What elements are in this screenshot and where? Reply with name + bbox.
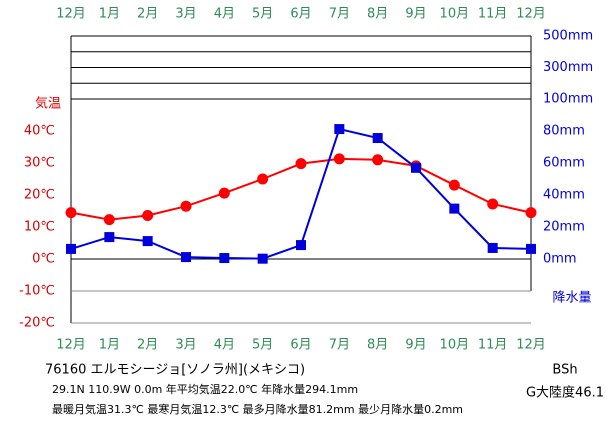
x-tick-label: 8月 (367, 7, 388, 22)
temp-marker (257, 173, 269, 185)
y-tick-label: 30℃ (24, 156, 55, 171)
y-tick-label: -10℃ (19, 284, 55, 299)
precip-marker (257, 253, 268, 264)
x-tick-label: 1月 (99, 338, 120, 353)
y-tick-label: 10℃ (24, 220, 55, 235)
precip-marker (142, 236, 153, 247)
x-tick-label: 3月 (175, 7, 196, 22)
precip-marker (219, 253, 230, 264)
info: 最暖月気温31.3℃ 最寒月気温12.3℃ 最多月降水量81.2mm 最少月降水… (52, 402, 463, 416)
precip-marker (181, 252, 191, 263)
station: 76160 エルモシージョ[ソノラ州](メキシコ) (45, 363, 305, 378)
precip-marker (487, 242, 498, 253)
precip-marker (372, 133, 383, 144)
temp-marker (487, 198, 499, 210)
y-tick-label: 0℃ (32, 252, 55, 267)
temp-marker (142, 209, 154, 221)
x-tick-label: 2月 (137, 7, 158, 22)
precip-marker (66, 243, 76, 254)
x-tick-label: 3月 (175, 338, 196, 353)
y2-tick-label: 300mm (543, 60, 593, 75)
y-axis-label: 気温 (35, 96, 61, 112)
x-tick-label: 4月 (214, 338, 235, 353)
temp-marker (333, 153, 345, 165)
x-tick-label: 2月 (137, 338, 158, 353)
x-tick-label: 6月 (290, 338, 311, 353)
temp-marker (372, 154, 384, 166)
x-tick-label: 12月 (56, 338, 86, 353)
y2-tick-label: 80mm (543, 124, 585, 139)
x-tick-label: 11月 (478, 338, 508, 353)
x-tick-label: 7月 (329, 7, 350, 22)
x-tick-label: 6月 (290, 7, 311, 22)
precip-marker (296, 240, 306, 251)
temp-marker (448, 179, 460, 191)
x-tick-label: 10月 (440, 7, 470, 22)
temp-marker (103, 214, 115, 226)
climate: BSh (552, 363, 577, 378)
x-tick-label: 12月 (516, 7, 546, 22)
y-tick-label: -20℃ (19, 316, 55, 331)
y2-tick-label: 0mm (543, 252, 577, 267)
y2-tick-label: 60mm (543, 156, 585, 171)
x-tick-label: 12月 (516, 338, 546, 353)
x-tick-label: 5月 (252, 7, 273, 22)
temp-marker (218, 187, 230, 199)
y-tick-label: 40℃ (24, 124, 55, 139)
x-tick-label: 9月 (405, 338, 426, 353)
precip-marker (104, 232, 115, 243)
y2-tick-label: 20mm (543, 220, 585, 235)
x-tick-label: 12月 (56, 7, 86, 22)
precip-marker (449, 203, 460, 214)
precip-marker (411, 162, 421, 173)
x-tick-label: 7月 (329, 338, 350, 353)
temp-marker (295, 158, 307, 170)
info: 29.1N 110.9W 0.0m 年平均気温22.0℃ 年降水量294.1mm (52, 382, 358, 396)
x-tick-label: 9月 (405, 7, 426, 22)
precip-marker (526, 243, 536, 254)
series-line (70, 127, 532, 260)
temp-marker (525, 207, 537, 219)
continentality: G大陸度46.1 (526, 385, 604, 401)
x-tick-label: 11月 (478, 7, 508, 22)
y2-axis-label: 降水量 (552, 291, 591, 306)
x-tick-label: 4月 (214, 7, 235, 22)
y2-tick-label: 40mm (543, 188, 585, 203)
x-tick-label: 8月 (367, 338, 388, 353)
y2-tick-label: 100mm (543, 92, 593, 107)
x-tick-label: 10月 (440, 338, 470, 353)
temp-marker (65, 207, 77, 219)
y-tick-label: 20℃ (24, 188, 55, 203)
temp-marker (180, 200, 192, 212)
precip-marker (334, 124, 345, 135)
x-tick-label: 1月 (99, 7, 120, 22)
x-tick-label: 5月 (252, 338, 273, 353)
y2-tick-label: 500mm (543, 29, 593, 44)
